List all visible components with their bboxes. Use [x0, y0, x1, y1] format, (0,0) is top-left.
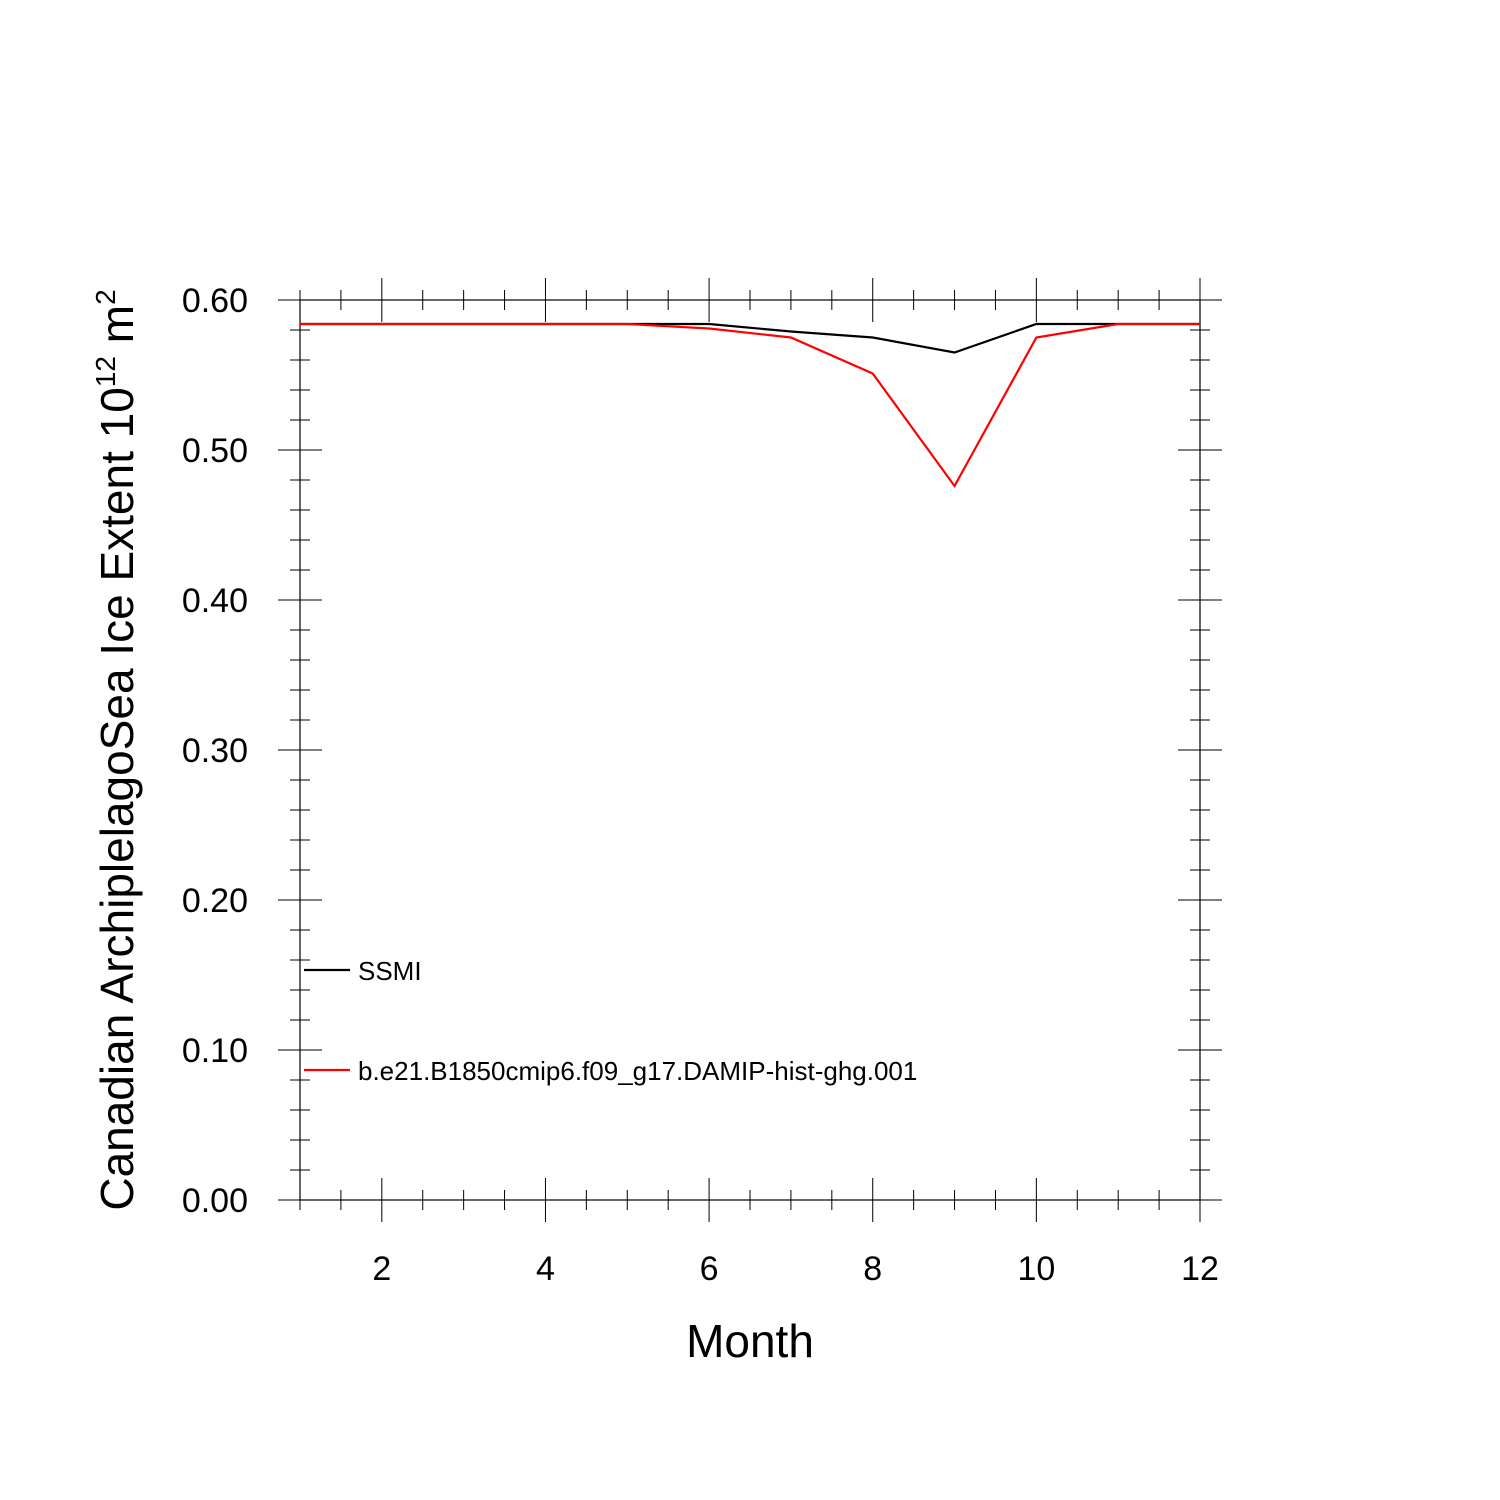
- y-axis-title-unit-exponent: 2: [90, 289, 121, 305]
- y-axis-title: Canadian ArchiplelagoSea Ice Extent 1012…: [90, 289, 143, 1210]
- x-tick-label: 2: [372, 1250, 391, 1288]
- series-layer: [300, 322, 1200, 489]
- series-line-1: [300, 322, 1200, 354]
- plot-frame: [299, 299, 1201, 1201]
- x-tick-label: 12: [1181, 1250, 1219, 1288]
- legend: SSMI b.e21.B1850cmip6.f09_g17.DAMIP-hist-…: [304, 956, 917, 1086]
- x-tick-label: 6: [700, 1250, 719, 1288]
- y-axis-title-exponent: 12: [90, 356, 121, 387]
- y-tick-label: 0.00: [182, 1182, 248, 1220]
- y-tick-label: 0.30: [182, 732, 248, 770]
- y-tick-label: 0.60: [182, 282, 248, 320]
- series-line-2: [300, 322, 1200, 489]
- y-tick-label: 0.20: [182, 882, 248, 920]
- legend-label: SSMI: [358, 956, 422, 986]
- x-tick-label: 10: [1017, 1250, 1055, 1288]
- x-tick-label: 8: [863, 1250, 882, 1288]
- y-tick-label: 0.10: [182, 1032, 248, 1070]
- y-tick-label: 0.40: [182, 582, 248, 620]
- y-axis-title-main: Canadian ArchiplelagoSea Ice Extent 10: [91, 387, 143, 1210]
- x-axis-title: Month: [686, 1315, 814, 1367]
- legend-label: b.e21.B1850cmip6.f09_g17.DAMIP-hist-ghg.…: [358, 1056, 917, 1086]
- y-axis-title-unit: m: [91, 305, 143, 356]
- tick-labels: 2 4 6 8 10 12 0.00 0.10 0.20 0.30 0.40 0.50 0.60: [182, 282, 1219, 1288]
- x-tick-label: 4: [536, 1250, 555, 1288]
- axis-ticks: [278, 278, 1222, 1222]
- y-tick-label: 0.50: [182, 432, 248, 470]
